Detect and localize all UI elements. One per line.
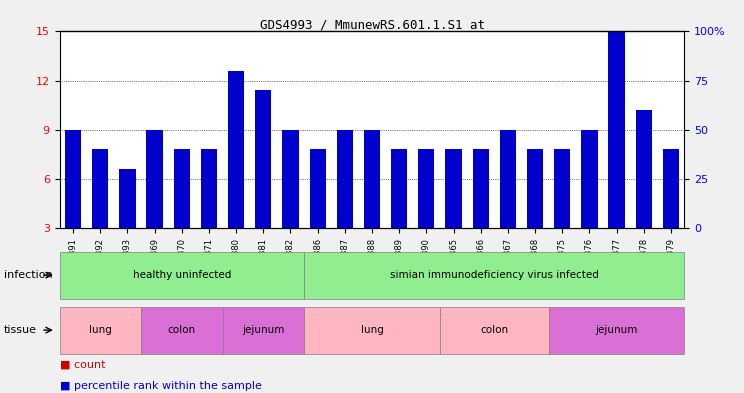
- Text: jejunum: jejunum: [595, 325, 638, 335]
- Bar: [500, 130, 516, 228]
- Text: ■ percentile rank within the sample: ■ percentile rank within the sample: [60, 381, 261, 391]
- Bar: [635, 110, 652, 228]
- Bar: [65, 210, 81, 228]
- Text: lung: lung: [361, 325, 383, 335]
- Text: colon: colon: [167, 325, 196, 335]
- Text: simian immunodeficiency virus infected: simian immunodeficiency virus infected: [390, 270, 599, 280]
- Bar: [581, 180, 597, 228]
- Bar: [337, 187, 353, 228]
- Bar: [663, 204, 679, 228]
- Text: tissue: tissue: [4, 325, 36, 335]
- Bar: [609, 71, 625, 228]
- Bar: [201, 204, 217, 228]
- Bar: [147, 198, 163, 228]
- Bar: [282, 192, 298, 228]
- Text: GDS4993 / MmunewRS.601.1.S1_at: GDS4993 / MmunewRS.601.1.S1_at: [260, 18, 484, 31]
- Bar: [609, 31, 625, 228]
- Bar: [418, 149, 434, 228]
- Bar: [92, 149, 109, 228]
- Bar: [527, 149, 543, 228]
- Bar: [472, 149, 489, 228]
- Bar: [147, 130, 163, 228]
- Bar: [119, 220, 135, 228]
- Bar: [228, 71, 244, 228]
- Bar: [472, 208, 489, 228]
- Bar: [173, 149, 190, 228]
- Bar: [228, 176, 244, 228]
- Bar: [554, 208, 571, 228]
- Bar: [391, 210, 407, 228]
- Text: lung: lung: [89, 325, 112, 335]
- Text: jejunum: jejunum: [242, 325, 284, 335]
- Bar: [364, 184, 380, 228]
- Bar: [446, 205, 462, 228]
- Bar: [310, 149, 326, 228]
- Bar: [255, 90, 272, 228]
- Bar: [527, 204, 543, 228]
- Bar: [554, 149, 571, 228]
- Bar: [581, 130, 597, 228]
- Bar: [119, 169, 135, 228]
- Bar: [663, 149, 679, 228]
- Bar: [337, 130, 353, 228]
- Text: infection: infection: [4, 270, 52, 280]
- Bar: [201, 149, 217, 228]
- Bar: [364, 130, 380, 228]
- Text: ■ count: ■ count: [60, 360, 105, 369]
- Bar: [391, 149, 407, 228]
- Bar: [418, 204, 434, 228]
- Text: colon: colon: [480, 325, 508, 335]
- Bar: [446, 149, 462, 228]
- Bar: [255, 171, 272, 228]
- Bar: [635, 179, 652, 228]
- Bar: [310, 204, 326, 228]
- Bar: [65, 130, 81, 228]
- Bar: [500, 200, 516, 228]
- Text: healthy uninfected: healthy uninfected: [132, 270, 231, 280]
- Bar: [282, 130, 298, 228]
- Bar: [173, 204, 190, 228]
- Bar: [92, 210, 109, 228]
